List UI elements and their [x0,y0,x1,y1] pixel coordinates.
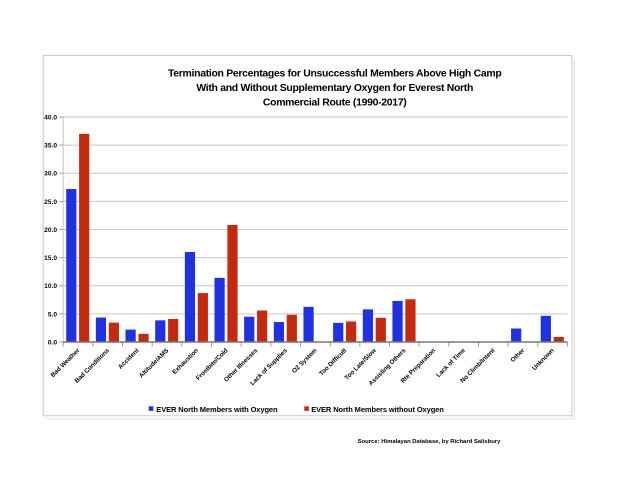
svg-text:20.0: 20.0 [44,227,57,234]
svg-text:0.0: 0.0 [48,339,57,346]
svg-text:35.0: 35.0 [44,143,57,150]
svg-text:Commercial Route (1990-2017): Commercial Route (1990-2017) [263,98,407,109]
svg-text:40.0: 40.0 [44,114,57,121]
svg-text:EVER North Members without Oxy: EVER North Members without Oxygen [311,405,444,414]
svg-text:Termination Percentages for Un: Termination Percentages for Unsuccessful… [168,68,501,79]
svg-text:30.0: 30.0 [44,171,57,178]
svg-text:Source: Himalayan Database, by: Source: Himalayan Database, by Richard S… [358,439,501,445]
svg-text:With and Without Supplementary: With and Without Supplementary Oxygen fo… [196,83,473,94]
svg-text:EVER North Members with Oxygen: EVER North Members with Oxygen [156,405,278,414]
svg-text:5.0: 5.0 [48,311,57,318]
svg-text:15.0: 15.0 [44,255,57,262]
svg-text:25.0: 25.0 [44,199,57,206]
svg-text:10.0: 10.0 [44,283,57,290]
